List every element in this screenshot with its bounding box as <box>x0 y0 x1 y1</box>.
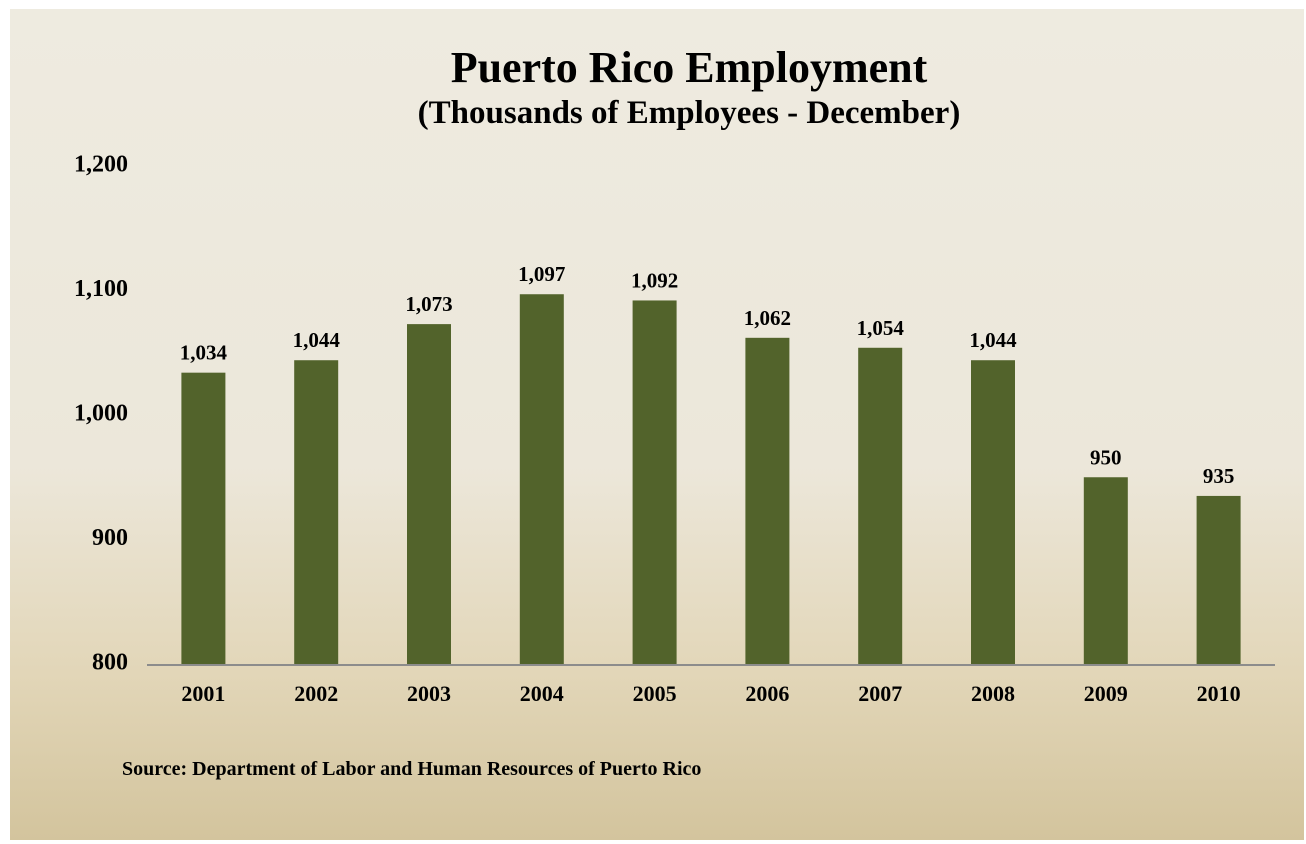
data-label-2009: 950 <box>1090 445 1122 469</box>
x-tick-label-2003: 2003 <box>407 681 451 706</box>
bar-2002 <box>294 360 339 664</box>
data-label-2007: 1,054 <box>857 316 905 340</box>
bar-2010 <box>1196 495 1241 664</box>
data-labels-group: 1,034 1,044 1,073 1,097 1,092 1,062 1,054 1,044… <box>180 262 1235 488</box>
data-label-2010: 935 <box>1203 464 1235 488</box>
bar-2003 <box>407 324 451 664</box>
bar-2007 <box>858 347 903 664</box>
x-axis-ticks: 2001 2002 2003 2004 2005 2006 2007 2008 2009 2010 <box>181 681 1240 706</box>
bar-2005 <box>632 300 677 664</box>
bar-2009 <box>1083 477 1128 664</box>
y-tick-label: 900 <box>92 525 128 551</box>
data-label-2005: 1,092 <box>631 268 678 292</box>
data-label-2008: 1,044 <box>969 328 1017 352</box>
y-axis-ticks: 800 900 1,000 1,100 1,200 <box>74 152 128 676</box>
data-label-2003: 1,073 <box>405 292 452 316</box>
x-tick-label-2007: 2007 <box>858 681 902 706</box>
chart-slide: Puerto Rico Employment (Thousands of Emp… <box>10 9 1304 840</box>
y-tick-label: 1,000 <box>74 401 128 427</box>
x-tick-label-2009: 2009 <box>1084 681 1128 706</box>
chart-title: Puerto Rico Employment <box>451 43 928 92</box>
bar-2001 <box>181 372 226 664</box>
data-label-2002: 1,044 <box>293 328 341 352</box>
chart-svg: Puerto Rico Employment (Thousands of Emp… <box>74 43 1275 780</box>
bar-2004 <box>519 294 564 664</box>
x-tick-label-2002: 2002 <box>294 681 338 706</box>
bar-2006 <box>745 337 790 664</box>
x-tick-label-2006: 2006 <box>745 681 789 706</box>
chart-subtitle: (Thousands of Employees - December) <box>418 95 961 131</box>
x-tick-label-2010: 2010 <box>1197 681 1241 706</box>
y-tick-label: 800 <box>92 650 128 676</box>
x-tick-label-2008: 2008 <box>971 681 1015 706</box>
bars-group <box>181 294 1241 664</box>
data-label-2004: 1,097 <box>518 262 565 286</box>
y-tick-label: 1,100 <box>74 276 128 302</box>
source-note: Source: Department of Labor and Human Re… <box>122 758 701 780</box>
x-tick-label-2005: 2005 <box>633 681 677 706</box>
data-label-2006: 1,062 <box>744 306 791 330</box>
data-label-2001: 1,034 <box>180 341 228 365</box>
bar-2008 <box>971 360 1015 664</box>
x-tick-label-2001: 2001 <box>181 681 225 706</box>
y-tick-label: 1,200 <box>74 152 128 178</box>
x-tick-label-2004: 2004 <box>520 681 564 706</box>
